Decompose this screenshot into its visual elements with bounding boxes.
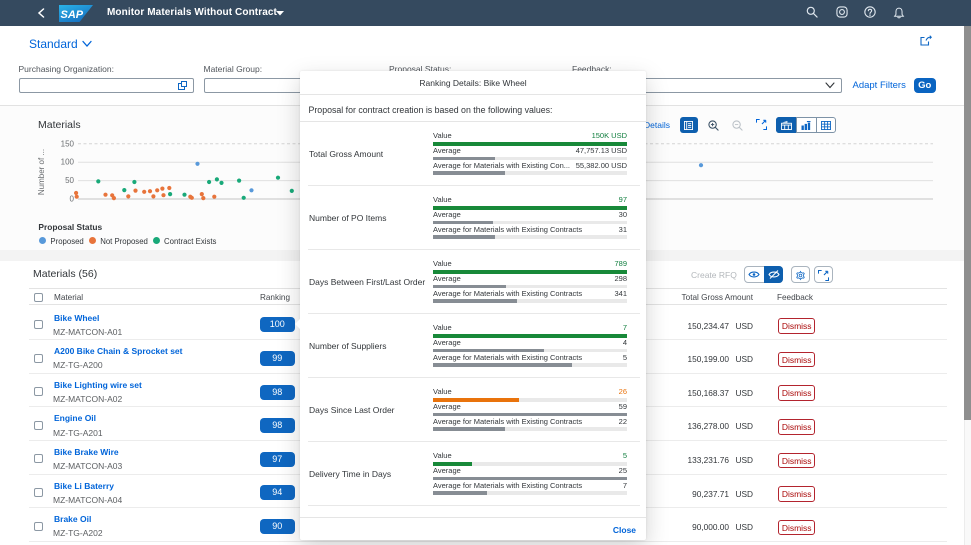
svg-text:Number of ...: Number of ...	[37, 149, 46, 195]
svg-text:150: 150	[61, 139, 75, 148]
svg-text:100: 100	[61, 158, 75, 167]
svg-text:50: 50	[65, 176, 74, 185]
svg-text:0: 0	[70, 195, 75, 204]
svg-text:SAP: SAP	[61, 8, 84, 20]
